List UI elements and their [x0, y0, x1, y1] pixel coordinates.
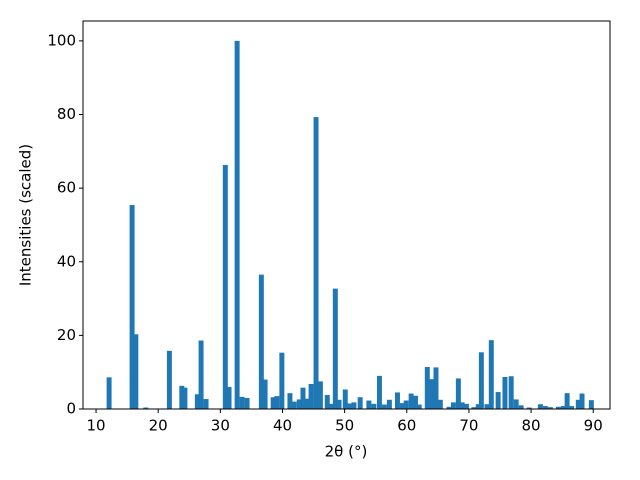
bar: [471, 407, 477, 409]
bar: [502, 376, 508, 409]
bar: [226, 386, 232, 409]
bar: [308, 383, 314, 409]
bar: [416, 404, 422, 409]
bar: [291, 401, 297, 409]
x-tick-label: 50: [335, 417, 354, 435]
bar: [279, 352, 285, 409]
bar: [513, 399, 519, 409]
bar: [433, 367, 439, 409]
y-tick-label: 60: [57, 179, 76, 197]
bar: [575, 399, 581, 409]
bar: [399, 403, 405, 409]
bar: [234, 40, 240, 409]
bar: [478, 352, 484, 409]
y-axis-label: Intensities (scaled): [17, 144, 35, 286]
bar: [258, 274, 264, 409]
bar: [342, 389, 348, 409]
bar: [300, 387, 306, 409]
x-tick-label: 60: [397, 417, 416, 435]
bar: [568, 406, 574, 409]
x-tick-label: 70: [459, 417, 478, 435]
bar: [437, 399, 443, 409]
bar: [526, 407, 532, 409]
bar: [179, 385, 185, 409]
bar: [304, 398, 310, 409]
bar: [376, 375, 382, 409]
bar: [203, 399, 209, 409]
bar: [366, 400, 372, 409]
bar: [542, 406, 548, 409]
bar: [194, 394, 200, 409]
bar: [129, 205, 135, 409]
bar: [239, 396, 245, 409]
x-tick-label: 40: [273, 417, 292, 435]
bar: [351, 402, 357, 409]
x-tick-label: 10: [87, 417, 106, 435]
bar: [475, 404, 481, 409]
bar: [508, 376, 514, 409]
bar: [182, 387, 188, 409]
bar: [328, 403, 334, 409]
bar: [495, 392, 501, 409]
bar: [537, 404, 543, 409]
bar: [386, 399, 392, 409]
bar: [274, 396, 280, 409]
x-axis-label: 2θ (°): [325, 443, 368, 461]
y-tick-label: 20: [57, 326, 76, 344]
bar: [459, 402, 465, 409]
bar: [428, 379, 434, 409]
bar: [270, 397, 276, 409]
y-tick-label: 0: [66, 400, 76, 418]
bar: [408, 393, 414, 409]
bar: [455, 378, 461, 409]
bar: [579, 393, 585, 409]
bar: [555, 406, 561, 409]
bar: [463, 403, 469, 409]
bar: [346, 403, 352, 409]
bar: [450, 402, 456, 409]
bar: [106, 377, 112, 409]
bar: [403, 400, 409, 409]
bar: [133, 334, 139, 409]
bar: [446, 406, 452, 409]
bar: [412, 395, 418, 409]
bar: [381, 404, 387, 409]
bar: [488, 340, 494, 409]
y-tick-label: 40: [57, 252, 76, 270]
y-tick-label: 80: [57, 105, 76, 123]
plot-frame: [82, 20, 611, 410]
bar: [222, 164, 228, 409]
bar: [324, 395, 330, 409]
bar: [484, 404, 490, 409]
x-tick-label: 90: [584, 417, 603, 435]
bar: [547, 407, 553, 409]
bar: [560, 406, 566, 409]
bar: [394, 392, 400, 409]
x-tick-label: 80: [522, 417, 541, 435]
bar: [143, 407, 149, 409]
bar: [287, 393, 293, 409]
x-tick-label: 30: [211, 417, 230, 435]
bar: [371, 403, 377, 409]
bar: [296, 399, 302, 409]
bar: [332, 288, 338, 409]
bar: [424, 367, 430, 409]
bar: [336, 399, 342, 409]
bar: [198, 340, 204, 409]
y-tick-label: 100: [47, 31, 76, 49]
bar: [518, 405, 524, 409]
bar: [166, 350, 172, 409]
bar: [588, 400, 594, 409]
bar: [313, 117, 319, 409]
bar: [262, 379, 268, 409]
x-tick-label: 20: [149, 417, 168, 435]
bar: [564, 393, 570, 409]
bar: [244, 397, 250, 409]
bar: [357, 397, 363, 409]
bar: [317, 381, 323, 409]
